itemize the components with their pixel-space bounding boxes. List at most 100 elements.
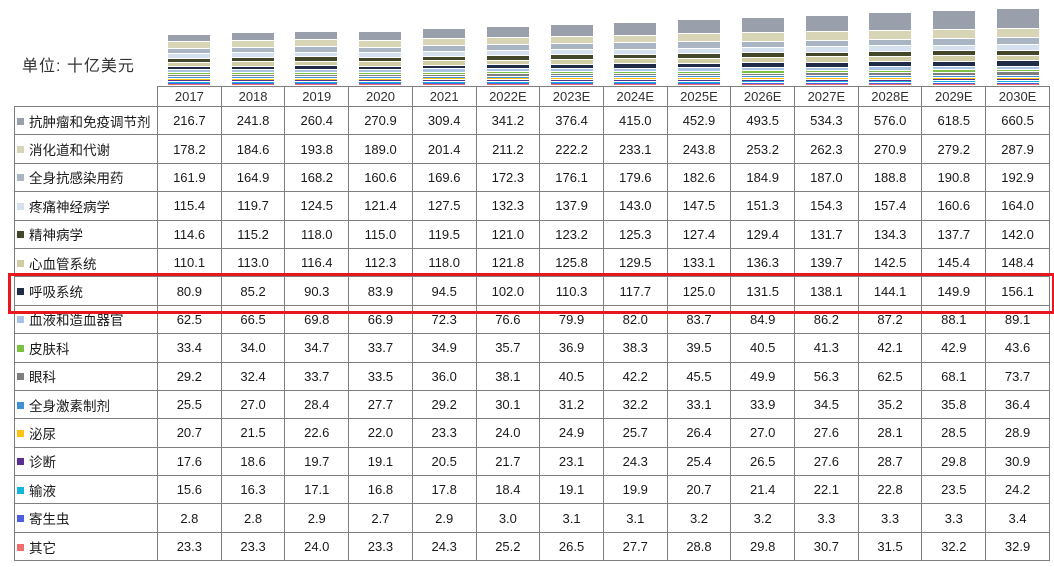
bar-segment [359,53,402,57]
year-header-2019: 2019 [284,86,350,107]
value-cell: 27.6 [794,446,859,477]
value-cell: 62.5 [857,361,923,391]
value-cell: 182.6 [666,162,732,193]
bar-segment [231,62,274,66]
value-cell: 116.4 [284,247,350,278]
value-cell: 83.7 [666,304,732,335]
year-header-2029E: 2029E [921,86,987,107]
table-row-消化道和代谢: 消化道和代谢 178.2 184.6 193.8 189.0 201.4 211.2 222.… [14,134,1050,164]
value-cell: 149.9 [921,276,987,306]
bar-segment [486,72,529,74]
bar-segment [933,79,976,81]
bar-slot-2019 [285,0,349,86]
value-cell: 3.1 [539,503,604,533]
row-label: 精神病学 [29,228,83,244]
value-cell: 20.7 [666,475,732,505]
bar-slot-2017 [157,0,221,86]
table-row-精神病学: 精神病学 114.6 115.2 118.0 115.0 119.5 121.0 123.2 1… [14,219,1050,249]
value-cell: 22.8 [857,475,923,505]
corner-cell [15,87,158,107]
year-header-2020: 2020 [348,86,413,107]
value-cell: 23.3 [157,531,222,562]
bar-segment [231,84,274,85]
bar-segment [678,79,721,81]
table-row-全身激素制剂: 全身激素制剂 25.5 27.0 28.4 27.7 29.2 30.1 31.2 32.2 33… [14,389,1050,420]
value-cell: 121.0 [475,219,541,249]
value-cell: 73.7 [985,361,1050,391]
value-cell: 79.9 [539,304,604,335]
bar-segment [614,76,657,78]
table-row-疼痛神经病学: 疼痛神经病学 115.4 119.7 124.5 121.4 127.5 132.3 137.… [14,191,1050,221]
bar-segment [614,71,657,73]
bar-segment [678,48,721,54]
bar-slot-2030E [986,0,1050,86]
row-label: 输液 [29,483,56,499]
value-cell: 43.6 [985,333,1050,363]
bar-segment [359,84,402,85]
bar-segment [167,75,210,76]
stacked-bar-2024E [614,22,657,86]
bar-segment [486,38,529,45]
value-cell: 27.7 [602,531,668,562]
row-label: 抗肿瘤和免疫调节剂 [29,114,151,130]
bar-segment [295,84,338,85]
bar-segment [423,76,466,78]
bar-segment [805,75,848,77]
value-cell: 85.2 [220,276,286,306]
bar-segment [805,15,848,32]
value-cell: 30.1 [475,389,541,420]
bar-segment [550,81,593,83]
bar-segment [423,39,466,46]
value-cell: 110.1 [157,247,222,278]
value-cell: 241.8 [220,105,286,136]
value-cell: 142.5 [857,247,923,278]
bar-segment [423,74,466,76]
bar-segment [805,73,848,75]
stacked-bar-2022E [486,27,529,86]
bar-segment [486,74,529,76]
bar-segment [678,71,721,73]
value-cell: 3.3 [921,503,987,533]
bar-segment [167,80,210,81]
table-row-寄生虫: 寄生虫 2.8 2.8 2.9 2.7 2.9 3.0 3.1 3.1 3.2 3.2 3.3 3.3 3… [14,503,1050,533]
bar-segment [933,77,976,79]
value-cell: 260.4 [284,105,350,136]
value-cell: 201.4 [411,134,477,164]
bar-segment [295,66,338,69]
bar-segment [933,51,976,56]
bar-segment [614,78,657,79]
value-cell: 33.4 [157,333,222,363]
bar-segment [167,35,210,42]
value-cell: 28.8 [666,531,732,562]
bar-slot-2022E [476,0,540,86]
value-cell: 233.1 [602,134,668,164]
bar-segment [167,70,210,73]
value-cell: 262.3 [794,134,859,164]
bar-segment [423,29,466,39]
table-row-血液和造血器官: 血液和造血器官 62.5 66.5 69.8 66.9 72.3 76.6 79.9 82.0 8… [14,304,1050,335]
bar-segment [231,76,274,78]
bar-segment [231,57,274,62]
bar-segment [295,57,338,61]
value-cell: 28.1 [857,418,923,448]
value-cell: 27.7 [348,389,413,420]
bar-segment [550,44,593,50]
row-label: 泌尿 [29,426,56,442]
value-cell: 143.0 [602,191,668,221]
value-cell: 36.0 [411,361,477,391]
value-cell: 35.2 [857,389,923,420]
bar-segment [614,84,657,85]
stacked-bar-2020 [359,32,402,86]
value-cell: 618.5 [921,105,987,136]
value-cell: 493.5 [730,105,796,136]
value-cell: 15.6 [157,475,222,505]
row-label: 寄生虫 [29,512,70,528]
value-cell: 38.1 [475,361,541,391]
bar-segment [869,72,912,75]
value-cell: 19.9 [602,475,668,505]
row-label-cell: 全身激素制剂 [14,389,158,420]
bar-segment [550,74,593,76]
value-cell: 179.6 [602,162,668,193]
bar-segment [359,47,402,53]
bar-segment [167,67,210,70]
